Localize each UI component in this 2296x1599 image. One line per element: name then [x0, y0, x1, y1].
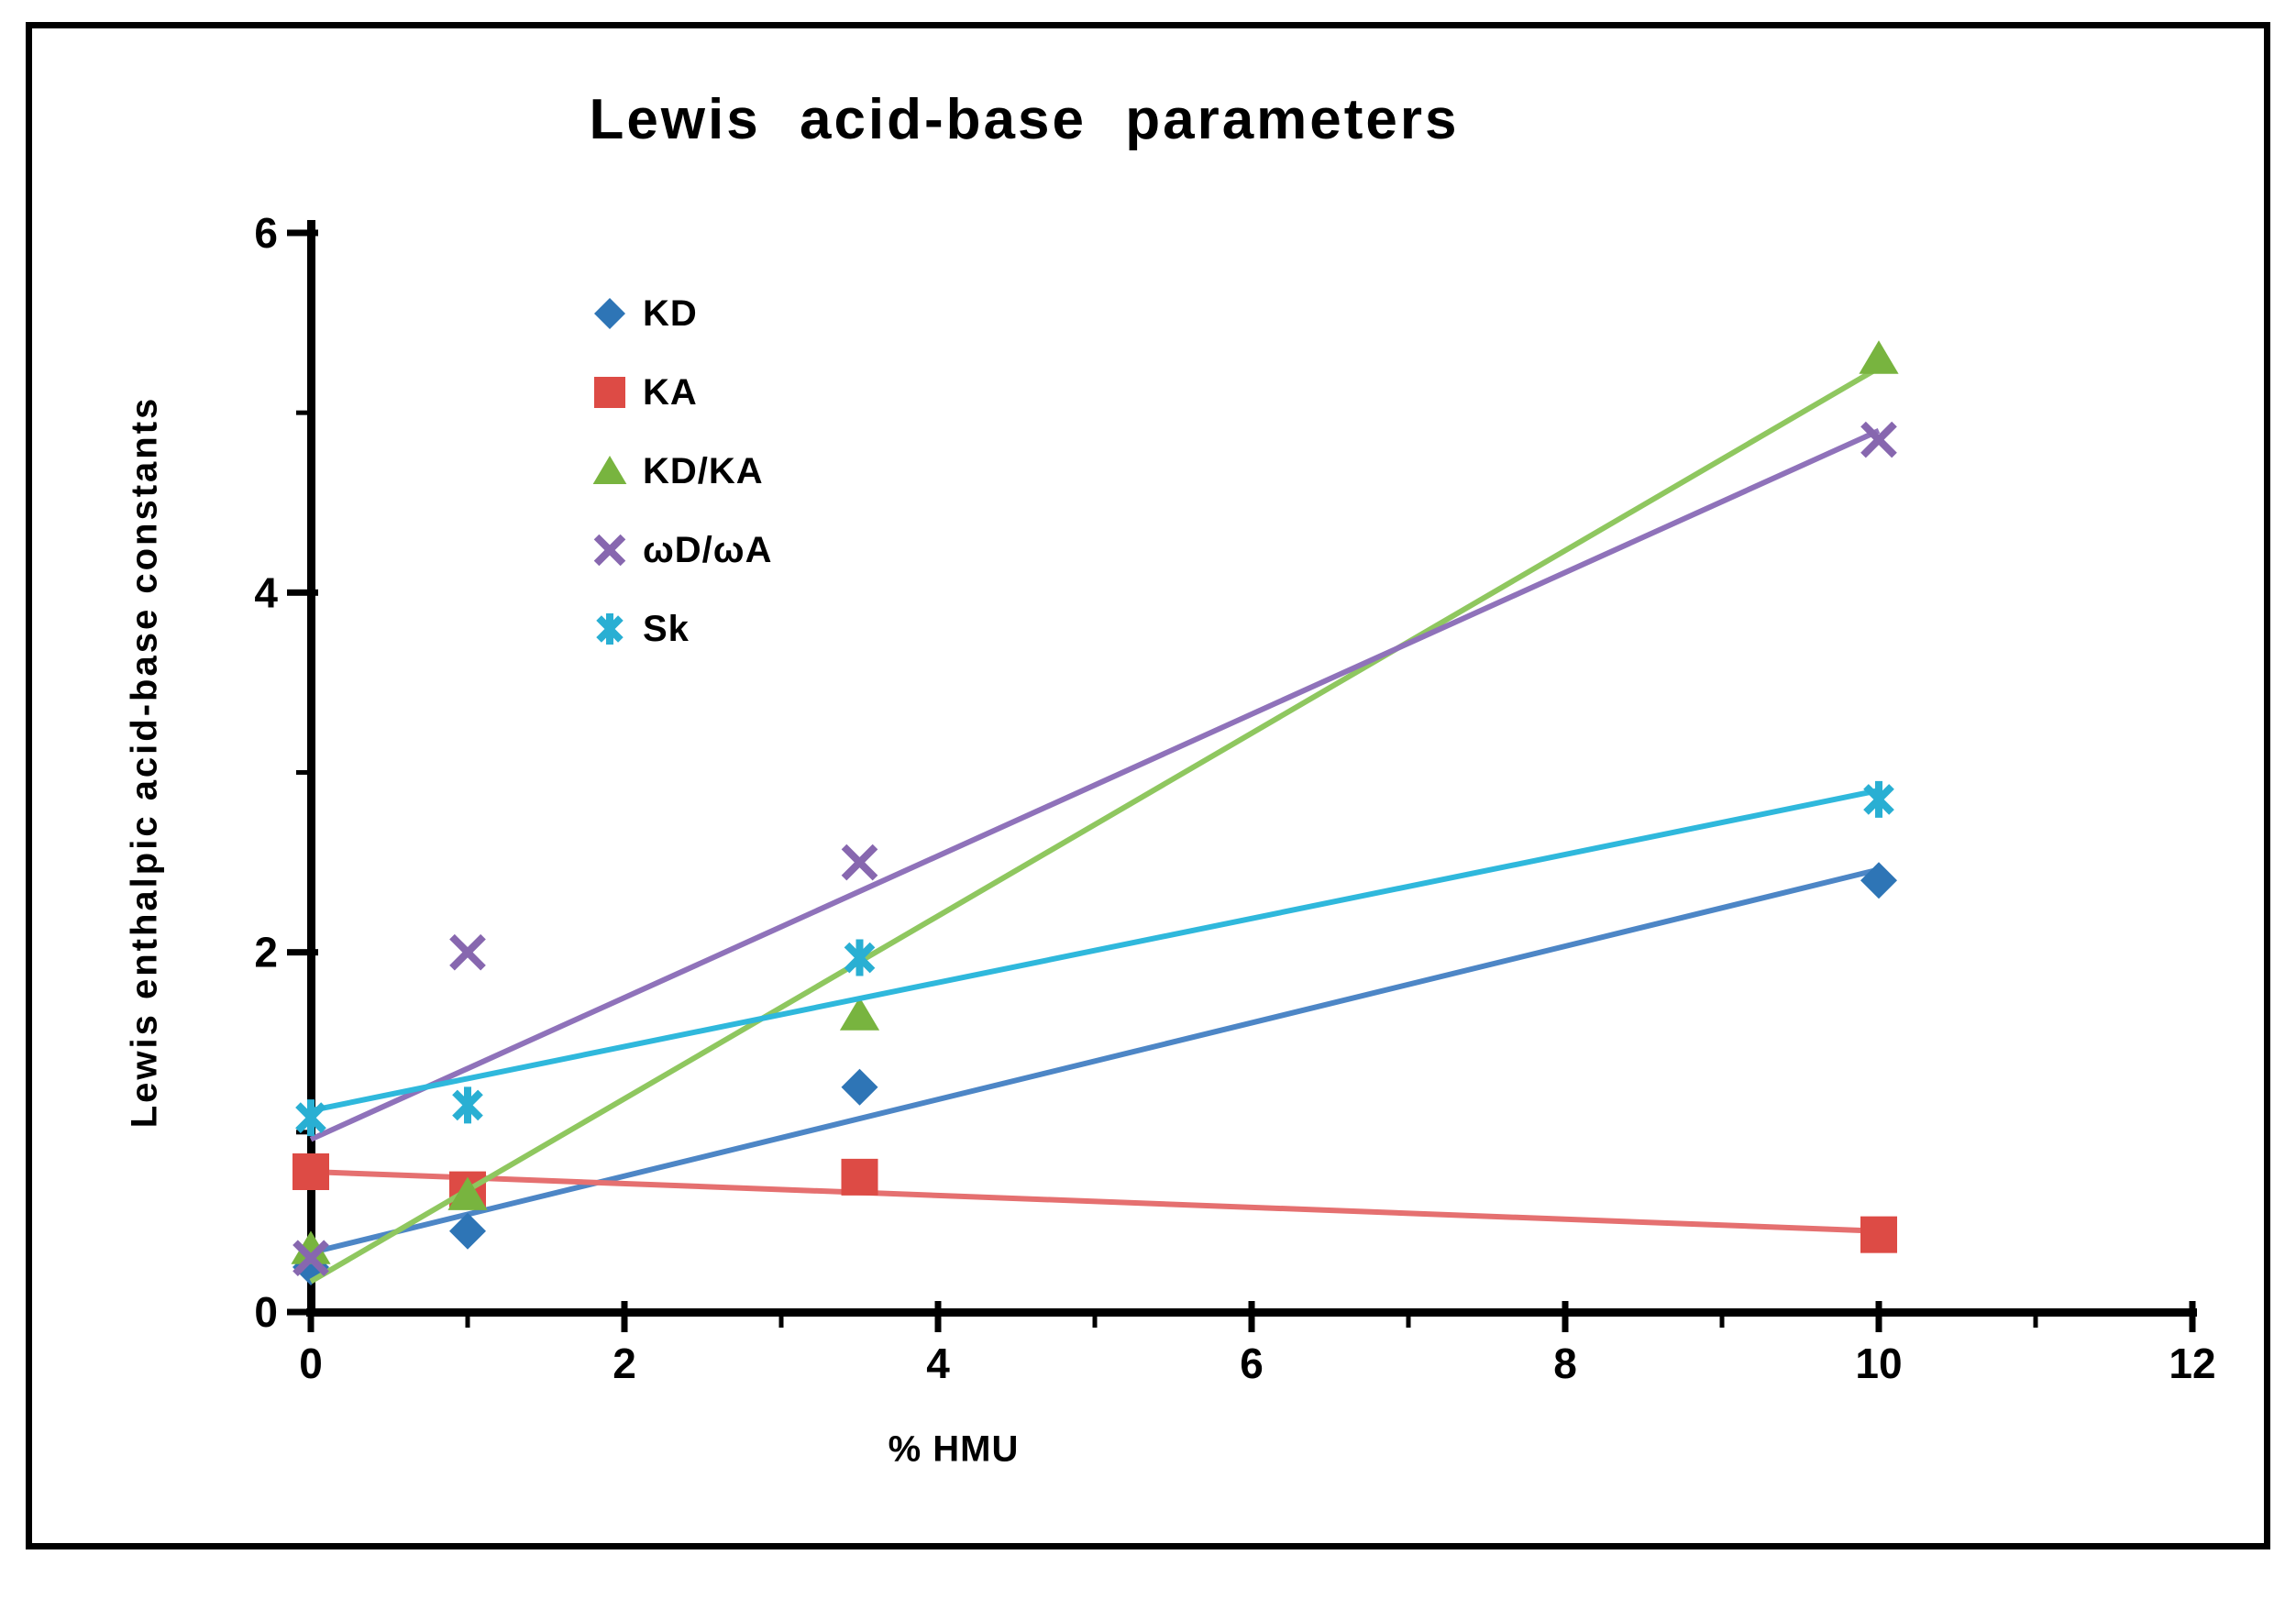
x-minor-tick: [465, 1317, 470, 1328]
trendline-ka: [310, 1168, 1880, 1234]
x-tick-label: 2: [613, 1340, 636, 1387]
legend-marker-sk-icon: [596, 613, 624, 645]
legend-item-ka: KA: [588, 353, 772, 432]
point-kd-1-icon: [449, 1212, 486, 1250]
x-tick-label: 10: [1855, 1340, 1902, 1387]
point-ka-0-icon: [293, 1152, 329, 1190]
point-ka-3-icon: [1860, 1216, 1897, 1253]
legend-glyph-kd-icon: [594, 298, 625, 329]
trendline-kd-ka: [309, 365, 1881, 1285]
y-tick-label: 4: [254, 568, 278, 616]
x-axis-title: % HMU: [888, 1428, 1020, 1470]
trendline-kd: [310, 866, 1880, 1256]
point-wd-wa-2-icon: [841, 844, 878, 881]
legend-glyph-sk-icon: [596, 613, 624, 645]
legend-item-kd-ka: KD/KA: [588, 432, 772, 511]
y-major-tick: [287, 229, 318, 237]
x-tick-label: 4: [926, 1340, 950, 1387]
y-major-tick: [287, 949, 318, 956]
legend-item-wd-wa: ωD/ωA: [588, 511, 772, 590]
x-tick-label: 12: [2169, 1340, 2215, 1387]
chart-canvas: 0 2 4 6 8 10 12 0 2 4 6: [254, 209, 2215, 1387]
y-minor-tick: [296, 1130, 307, 1135]
point-wd-wa-3-icon: [1860, 421, 1897, 458]
x-major-tick: [1562, 1301, 1569, 1332]
legend-marker-kd-ka-icon: [592, 456, 627, 484]
legend-marker-wd-wa-icon: [593, 534, 626, 567]
x-major-tick: [621, 1301, 628, 1332]
legend: KD KA KD/KA ωD/ωA Sk: [588, 274, 772, 668]
point-kd-ka-0-icon: [291, 1230, 331, 1264]
x-minor-tick: [778, 1317, 784, 1328]
y-tick-label: 0: [254, 1288, 278, 1336]
y-axis-title: Lewis enthalpic acid-base constants: [124, 395, 165, 1129]
figure-frame: 0 2 4 6 8 10 12 0 2 4 6 Lewis acid-base parameters…: [26, 22, 2270, 1549]
x-minor-tick: [2033, 1317, 2038, 1328]
point-sk-0-icon: [295, 1099, 326, 1137]
x-major-tick: [934, 1301, 942, 1332]
point-ka-2-icon: [841, 1158, 878, 1196]
legend-label-wd-wa: ωD/ωA: [643, 529, 773, 570]
x-major-tick: [1248, 1301, 1255, 1332]
point-kd-ka-1-icon: [447, 1176, 488, 1210]
point-kd-ka-2-icon: [839, 997, 880, 1031]
legend-glyph-kd-ka-icon: [592, 456, 627, 484]
point-sk-3-icon: [1863, 780, 1894, 818]
point-kd-2-icon: [841, 1068, 878, 1106]
legend-label-kd: KD: [643, 292, 698, 334]
x-major-tick: [1875, 1301, 1882, 1332]
trendline-sk: [310, 788, 1880, 1114]
x-tick-label: 6: [1240, 1340, 1264, 1387]
legend-marker-kd-icon: [594, 298, 625, 329]
x-minor-tick: [1092, 1317, 1098, 1328]
legend-label-kd-ka: KD/KA: [643, 450, 764, 491]
x-minor-tick: [1406, 1317, 1411, 1328]
legend-label-sk: Sk: [643, 608, 690, 649]
legend-marker-ka-icon: [594, 377, 625, 408]
y-minor-tick: [296, 769, 307, 775]
y-tick-label: 6: [254, 209, 278, 257]
point-wd-wa-0-icon: [293, 1240, 329, 1276]
trendline-wd-wa: [309, 428, 1881, 1142]
legend-glyph-wd-wa-icon: [593, 534, 626, 567]
legend-label-ka: KA: [643, 371, 698, 413]
point-sk-2-icon: [844, 939, 876, 976]
x-minor-tick: [1719, 1317, 1725, 1328]
x-tick-label: 8: [1553, 1340, 1577, 1387]
point-kd-ka-3-icon: [1859, 340, 1899, 374]
point-sk-1-icon: [452, 1086, 483, 1124]
point-kd-3-icon: [1860, 862, 1897, 899]
legend-glyph-ka-icon: [594, 377, 625, 408]
y-axis-line: [307, 219, 315, 1318]
y-tick-label: 2: [254, 929, 278, 976]
x-tick-label: 0: [299, 1340, 323, 1387]
chart-title: Lewis acid-base parameters: [589, 88, 1460, 151]
legend-item-sk: Sk: [588, 590, 772, 668]
y-minor-tick: [296, 410, 307, 415]
y-major-tick: [287, 589, 318, 596]
legend-item-kd: KD: [588, 274, 772, 353]
x-major-tick: [307, 1301, 315, 1332]
x-major-tick: [2189, 1301, 2196, 1332]
point-wd-wa-1-icon: [449, 933, 486, 971]
y-major-tick: [287, 1308, 318, 1316]
